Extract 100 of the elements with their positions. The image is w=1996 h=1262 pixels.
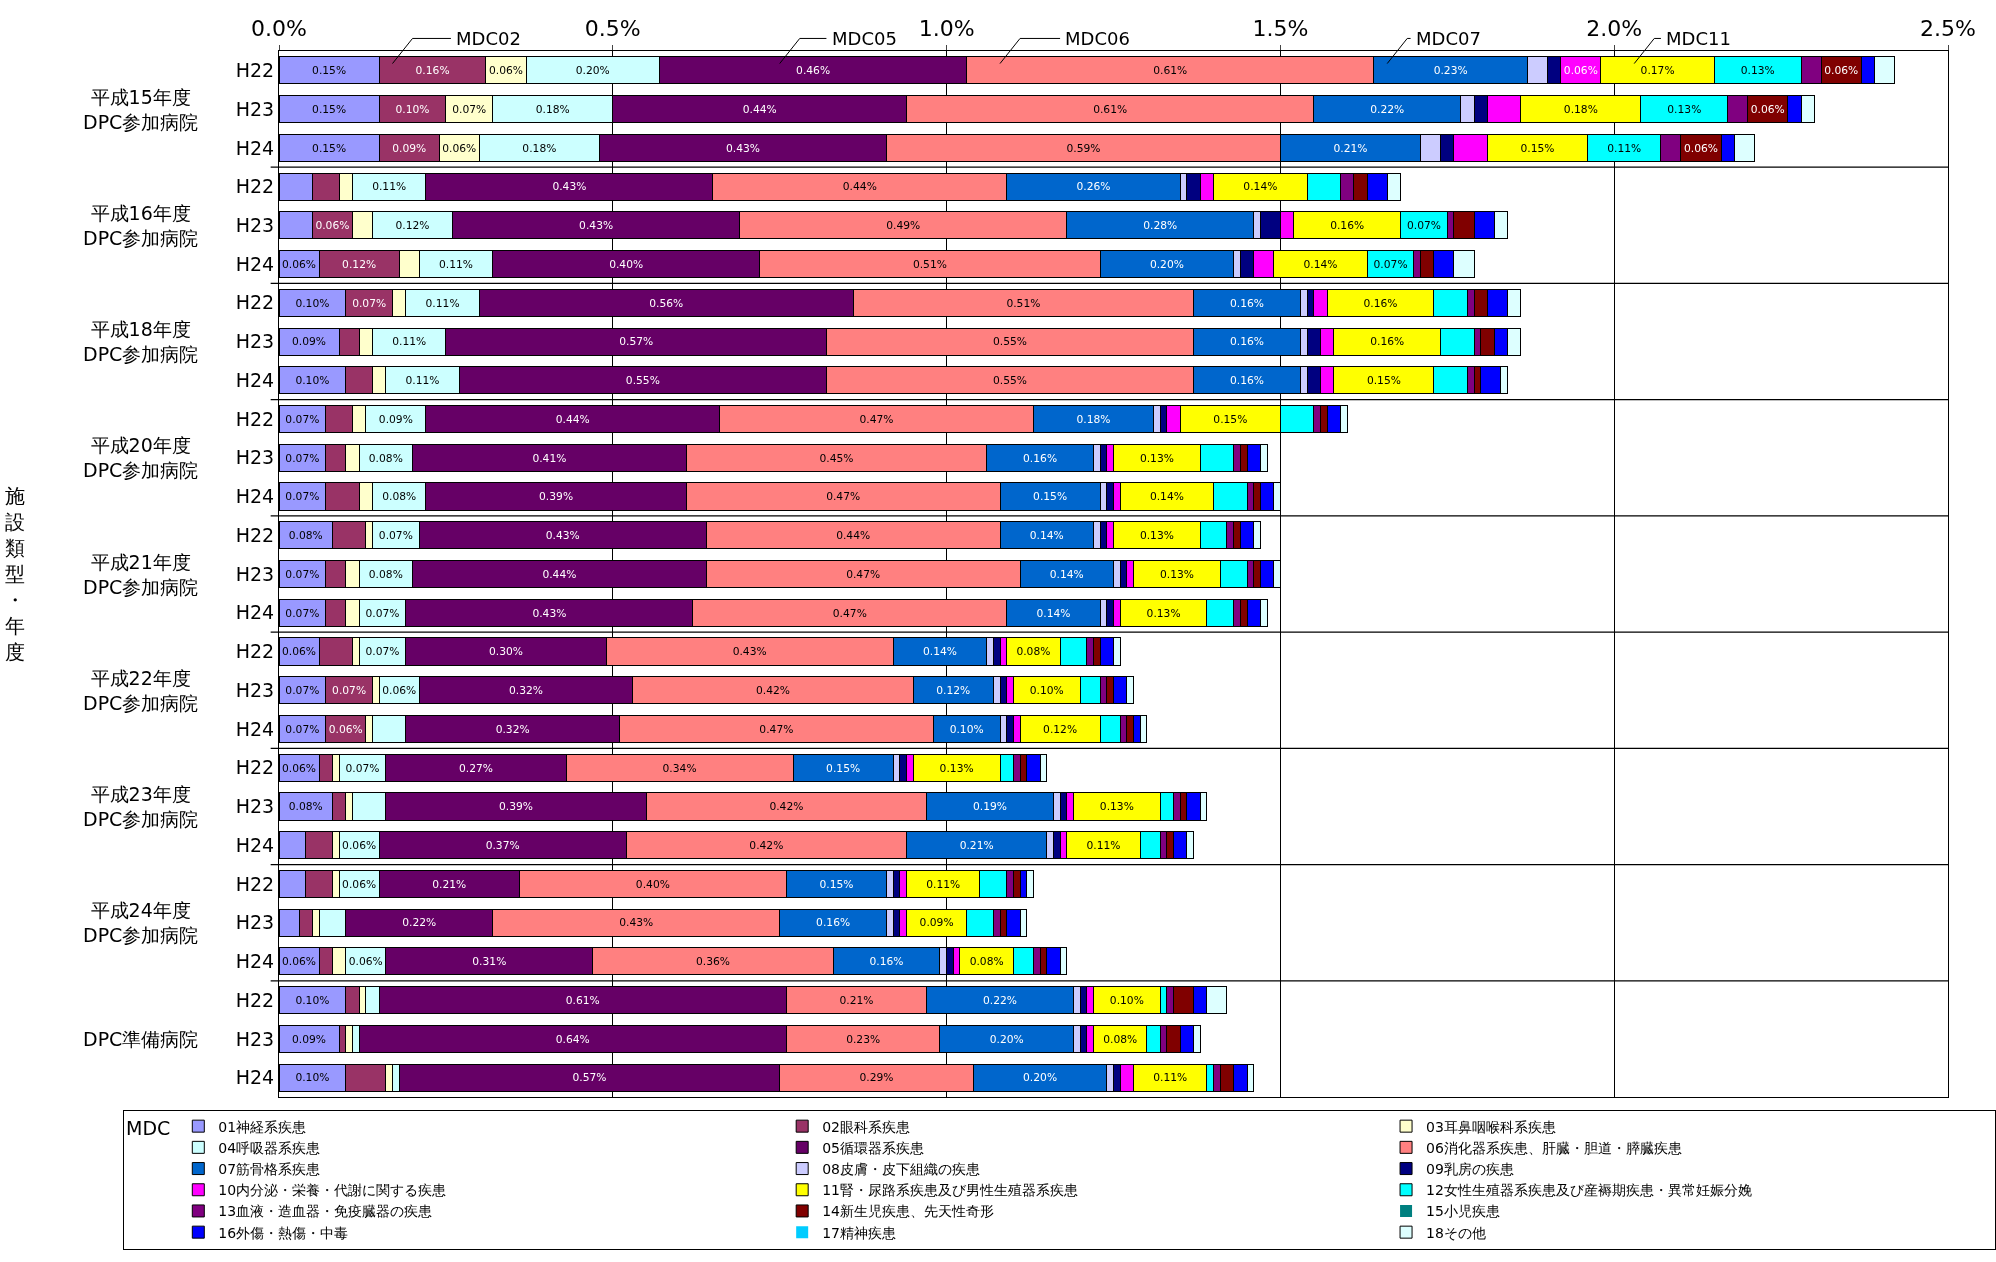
data-label: 0.29% <box>859 1071 894 1085</box>
data-label: 0.07% <box>352 296 387 310</box>
data-label: 0.16% <box>1230 335 1265 349</box>
data-label: 0.55% <box>993 374 1028 388</box>
data-label: 0.16% <box>1023 451 1058 465</box>
data-label: 0.49% <box>886 219 921 233</box>
x-tick-label: 2.5% <box>1920 16 1976 42</box>
data-label: 0.11% <box>425 296 460 310</box>
y-tick-label: H24 <box>235 136 275 159</box>
data-label: 0.06% <box>282 257 317 271</box>
data-label: 0.28% <box>1143 219 1178 233</box>
data-label: 0.20% <box>989 1032 1024 1046</box>
data-label: 0.15% <box>1366 374 1401 388</box>
text: 平成24年度 DPC参加病院 <box>83 899 199 946</box>
x-tick-label: 1.0% <box>918 16 975 42</box>
legend-label: 17精神疾患 <box>822 1224 897 1241</box>
data-label: 0.20% <box>1149 257 1184 271</box>
data-label: 0.10% <box>295 296 330 310</box>
data-label: 0.06% <box>328 722 363 736</box>
data-label: 0.22% <box>983 993 1018 1007</box>
data-label: 0.07% <box>285 567 320 581</box>
data-label: 0.06% <box>1563 64 1598 78</box>
data-label: 0.06% <box>382 684 417 698</box>
data-label: 0.06% <box>315 219 350 233</box>
data-label: 0.40% <box>635 877 670 891</box>
data-label: 0.44% <box>836 529 871 543</box>
y-tick-label: H22 <box>235 523 275 546</box>
data-label: 0.09% <box>292 335 327 349</box>
data-label: 0.15% <box>819 877 854 891</box>
data-label: 0.21% <box>959 839 994 853</box>
data-label: 0.16% <box>415 64 450 78</box>
y-tick-label: H23 <box>235 678 275 701</box>
legend-label: 05循環器系疾患 <box>822 1139 925 1156</box>
data-label: 0.13% <box>1159 567 1194 581</box>
data-label: 0.07% <box>1406 219 1441 233</box>
y-tick-label: H24 <box>235 717 275 740</box>
text: MDC06 <box>1065 28 1130 49</box>
data-label: 0.43% <box>619 916 654 930</box>
data-label: 0.47% <box>859 412 894 426</box>
y-tick-label: H23 <box>235 562 275 585</box>
data-label: 0.57% <box>572 1071 607 1085</box>
data-label: 0.22% <box>402 916 437 930</box>
text: MDC11 <box>1666 28 1731 49</box>
legend-label: 16外傷・熱傷・中毒 <box>218 1224 349 1241</box>
data-label: 0.12% <box>395 219 430 233</box>
data-label: 0.51% <box>1006 296 1041 310</box>
text: 平成23年度 DPC参加病院 <box>83 783 199 830</box>
data-label: 0.42% <box>756 684 791 698</box>
data-label: 0.47% <box>832 606 867 620</box>
data-label: 0.16% <box>1330 219 1365 233</box>
text: 平成18年度 DPC参加病院 <box>83 318 199 365</box>
data-label: 0.12% <box>1043 722 1078 736</box>
data-label: 0.09% <box>292 1032 327 1046</box>
data-label: 0.14% <box>1036 606 1071 620</box>
data-label: 0.10% <box>395 102 430 116</box>
data-label: 0.40% <box>609 257 644 271</box>
data-label: 0.07% <box>285 412 320 426</box>
data-label: 0.42% <box>749 839 784 853</box>
legend-label: 06消化器系疾患、肝臓・胆道・膵臓疾患 <box>1426 1139 1682 1156</box>
y-tick-label: H22 <box>235 988 275 1011</box>
data-label: 0.11% <box>1607 141 1642 155</box>
legend-label: 09乳房の疾患 <box>1426 1161 1514 1178</box>
y-tick-label: H24 <box>235 1066 275 1089</box>
data-label: 0.07% <box>332 684 367 698</box>
data-label: 0.17% <box>1640 64 1675 78</box>
y-tick-label: H23 <box>235 446 275 469</box>
data-label: 0.12% <box>342 257 377 271</box>
text: 平成16年度 DPC参加病院 <box>83 202 199 249</box>
x-tick-label: 0.5% <box>584 16 641 42</box>
data-label: 0.15% <box>312 64 347 78</box>
data-label: 0.07% <box>285 451 320 465</box>
data-label: 0.27% <box>458 761 493 775</box>
data-label: 0.55% <box>625 374 660 388</box>
data-label: 0.43% <box>532 606 567 620</box>
data-label: 0.08% <box>368 451 403 465</box>
y-tick-label: H22 <box>235 59 275 82</box>
data-label: 0.61% <box>1153 64 1188 78</box>
data-label: 0.06% <box>442 141 477 155</box>
data-label: 0.18% <box>522 141 557 155</box>
data-label: 0.16% <box>1230 374 1265 388</box>
data-label: 0.06% <box>1824 64 1859 78</box>
data-label: 0.15% <box>312 141 347 155</box>
data-label: 0.08% <box>969 955 1004 969</box>
data-label: 0.08% <box>288 529 323 543</box>
data-label: 0.11% <box>1086 839 1121 853</box>
data-label: 0.44% <box>842 180 877 194</box>
x-tick-label: 1.5% <box>1252 16 1309 42</box>
data-label: 0.57% <box>619 335 654 349</box>
y-tick-label: H22 <box>235 175 275 198</box>
data-label: 0.44% <box>555 412 590 426</box>
data-label: 0.14% <box>1243 180 1278 194</box>
data-label: 0.16% <box>1230 296 1265 310</box>
x-tick-label: 2.0% <box>1586 16 1643 42</box>
y-tick-label: H24 <box>235 368 275 391</box>
data-label: 0.07% <box>285 606 320 620</box>
data-label: 0.47% <box>846 567 881 581</box>
text: 施設類型・年度 <box>5 484 25 664</box>
data-label: 0.21% <box>839 993 874 1007</box>
data-label: 0.06% <box>342 877 377 891</box>
data-label: 0.47% <box>759 722 794 736</box>
